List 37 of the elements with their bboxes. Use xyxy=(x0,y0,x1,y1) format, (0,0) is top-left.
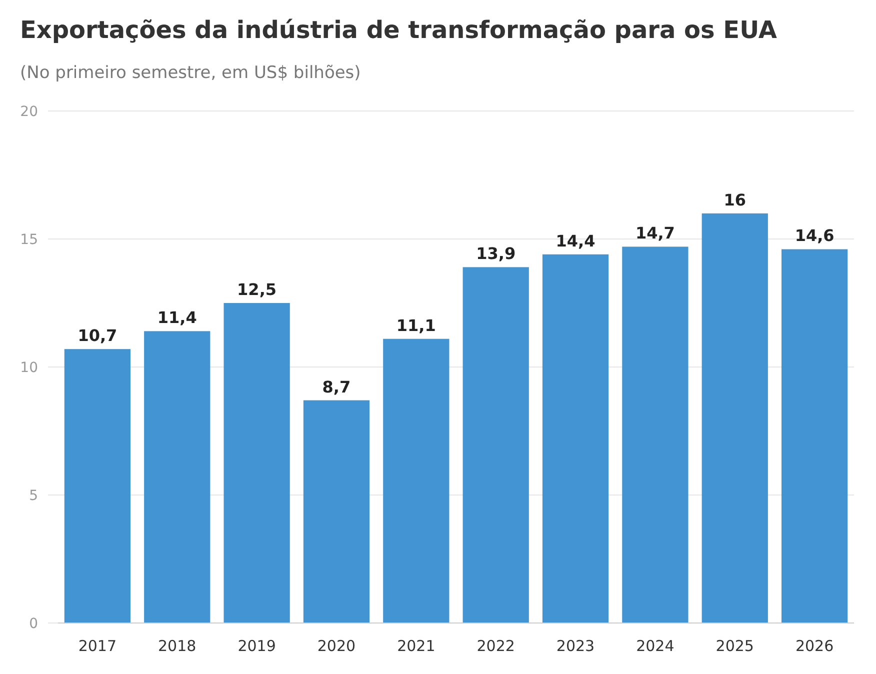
data-label: 8,7 xyxy=(322,377,351,396)
bar xyxy=(383,338,450,623)
data-label: 13,9 xyxy=(476,244,516,264)
y-tick-label: 20 xyxy=(20,104,38,120)
y-tick-label: 5 xyxy=(29,488,38,504)
x-tick-label: 2020 xyxy=(317,637,356,655)
bar xyxy=(781,249,848,623)
y-tick-label: 0 xyxy=(29,616,38,632)
bar xyxy=(622,246,688,623)
y-tick-label: 15 xyxy=(20,232,38,248)
x-tick-label: 2019 xyxy=(238,637,276,655)
x-tick-label: 2018 xyxy=(158,637,196,655)
bar xyxy=(462,267,529,623)
x-tick-label: 2025 xyxy=(716,637,754,655)
x-tick-label: 2023 xyxy=(556,637,595,655)
chart-subtitle: (No primeiro semestre, em US$ bilhões) xyxy=(20,63,361,83)
x-tick-label: 2017 xyxy=(78,637,117,655)
data-label: 14,4 xyxy=(556,231,596,250)
data-label: 10,7 xyxy=(78,326,118,346)
chart-title: Exportações da indústria de transformação para os EUA xyxy=(20,16,778,44)
bar xyxy=(542,254,609,623)
x-tick-label: 2021 xyxy=(397,637,436,655)
bar xyxy=(702,213,768,623)
bar xyxy=(303,400,370,623)
bar xyxy=(144,331,210,623)
data-label: 11,1 xyxy=(396,316,436,335)
data-label: 14,6 xyxy=(794,226,834,246)
data-label: 11,4 xyxy=(157,308,197,328)
bar xyxy=(64,349,131,623)
x-tick-label: 2022 xyxy=(476,637,515,655)
data-label: 16 xyxy=(724,190,746,210)
x-tick-label: 2026 xyxy=(795,637,834,655)
data-label: 14,7 xyxy=(635,224,675,243)
data-label: 12,5 xyxy=(237,280,277,299)
bar xyxy=(224,303,290,623)
y-tick-label: 10 xyxy=(20,360,38,376)
x-tick-label: 2024 xyxy=(636,637,674,655)
